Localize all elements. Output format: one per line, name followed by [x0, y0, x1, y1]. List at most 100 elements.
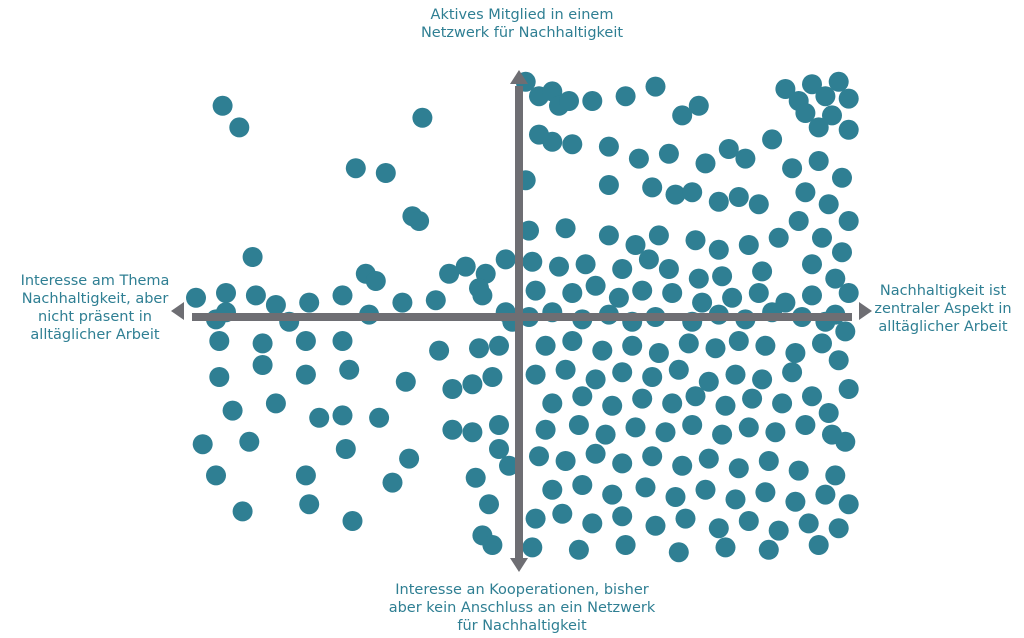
data-point	[802, 285, 822, 306]
axis-label-left-line: nicht präsent in	[38, 309, 152, 325]
data-point	[838, 211, 859, 231]
data-point	[395, 371, 416, 392]
data-point	[802, 74, 822, 95]
axis-label-bottom-line: aber kein Anschluss an ein Netzwerk	[388, 600, 656, 616]
data-point	[575, 254, 596, 275]
data-point	[638, 249, 659, 270]
data-point	[698, 371, 719, 392]
data-point	[542, 479, 563, 500]
data-point	[818, 194, 839, 215]
data-point	[782, 158, 803, 179]
data-point	[828, 518, 849, 539]
data-point	[489, 439, 509, 459]
arrow-right-icon	[859, 302, 872, 320]
axis-label-top: Aktives Mitglied in einem Netzwerk für N…	[372, 6, 672, 42]
data-point	[688, 268, 709, 289]
data-point	[562, 283, 583, 303]
data-point	[722, 287, 743, 308]
data-point	[462, 374, 483, 395]
data-point	[622, 335, 643, 356]
data-point	[489, 415, 509, 435]
arrow-left-icon	[171, 302, 184, 320]
data-point	[828, 350, 849, 371]
data-point	[429, 340, 450, 361]
data-point	[482, 367, 503, 387]
data-point	[645, 515, 666, 536]
data-point	[265, 393, 286, 414]
data-point	[628, 148, 649, 169]
data-point	[598, 136, 619, 157]
data-point	[222, 400, 243, 421]
data-point	[758, 451, 779, 471]
data-point	[835, 431, 856, 452]
data-point	[439, 263, 460, 284]
data-point	[642, 177, 663, 198]
data-point	[822, 105, 842, 126]
data-point	[785, 491, 806, 512]
data-point	[698, 448, 719, 469]
data-point	[345, 158, 366, 179]
data-point	[332, 405, 353, 426]
data-point	[635, 477, 656, 498]
data-point	[645, 76, 666, 97]
data-point	[808, 535, 829, 555]
data-point	[598, 175, 619, 195]
data-point	[568, 539, 589, 560]
data-point	[375, 163, 396, 183]
data-point	[768, 227, 789, 248]
data-point	[835, 321, 856, 342]
data-point	[828, 71, 849, 92]
data-point	[812, 333, 832, 354]
data-point	[738, 417, 759, 438]
data-point	[695, 153, 716, 174]
data-point	[775, 79, 796, 99]
axis-label-right-line: Nachhaltigkeit ist	[879, 283, 1007, 299]
data-point	[245, 285, 266, 306]
data-point	[808, 151, 829, 171]
data-point	[525, 508, 546, 529]
data-point	[825, 268, 846, 289]
data-point	[688, 95, 709, 116]
data-point	[252, 355, 273, 375]
data-point	[802, 254, 822, 275]
data-point	[309, 407, 330, 428]
data-point	[785, 343, 806, 363]
data-point	[798, 513, 819, 534]
data-point	[229, 117, 250, 138]
arrow-up-icon	[510, 70, 528, 84]
data-point	[832, 242, 852, 263]
data-point	[695, 479, 716, 500]
data-point	[232, 501, 253, 522]
data-point	[692, 292, 713, 313]
data-point	[572, 386, 593, 407]
data-point	[682, 415, 703, 435]
data-point	[369, 407, 390, 428]
arrow-down-icon	[510, 558, 528, 572]
data-point	[708, 191, 729, 212]
data-point	[535, 419, 556, 440]
data-point	[472, 285, 493, 306]
data-point	[582, 513, 603, 534]
data-point	[728, 458, 749, 479]
data-point	[742, 388, 763, 409]
data-point	[788, 460, 809, 481]
axis-label-right: Nachhaltigkeit ist zentraler Aspekt in a…	[862, 282, 1024, 336]
data-point	[662, 283, 683, 303]
data-point	[815, 484, 836, 505]
data-point	[542, 131, 563, 152]
data-point	[295, 331, 316, 351]
data-point	[602, 484, 623, 505]
data-point	[738, 511, 759, 531]
axes-layer	[171, 70, 872, 572]
data-point	[212, 95, 233, 116]
data-point	[585, 443, 606, 464]
axis-label-top-line: Netzwerk für Nachhaltigkeit	[420, 25, 624, 41]
data-point	[808, 117, 829, 138]
data-point	[612, 362, 633, 383]
data-point	[672, 455, 693, 476]
axis-label-right-line: alltäglicher Arbeit	[878, 319, 1008, 335]
data-point	[612, 453, 633, 474]
data-point	[239, 431, 260, 452]
data-point	[642, 367, 663, 387]
data-point	[582, 91, 603, 111]
